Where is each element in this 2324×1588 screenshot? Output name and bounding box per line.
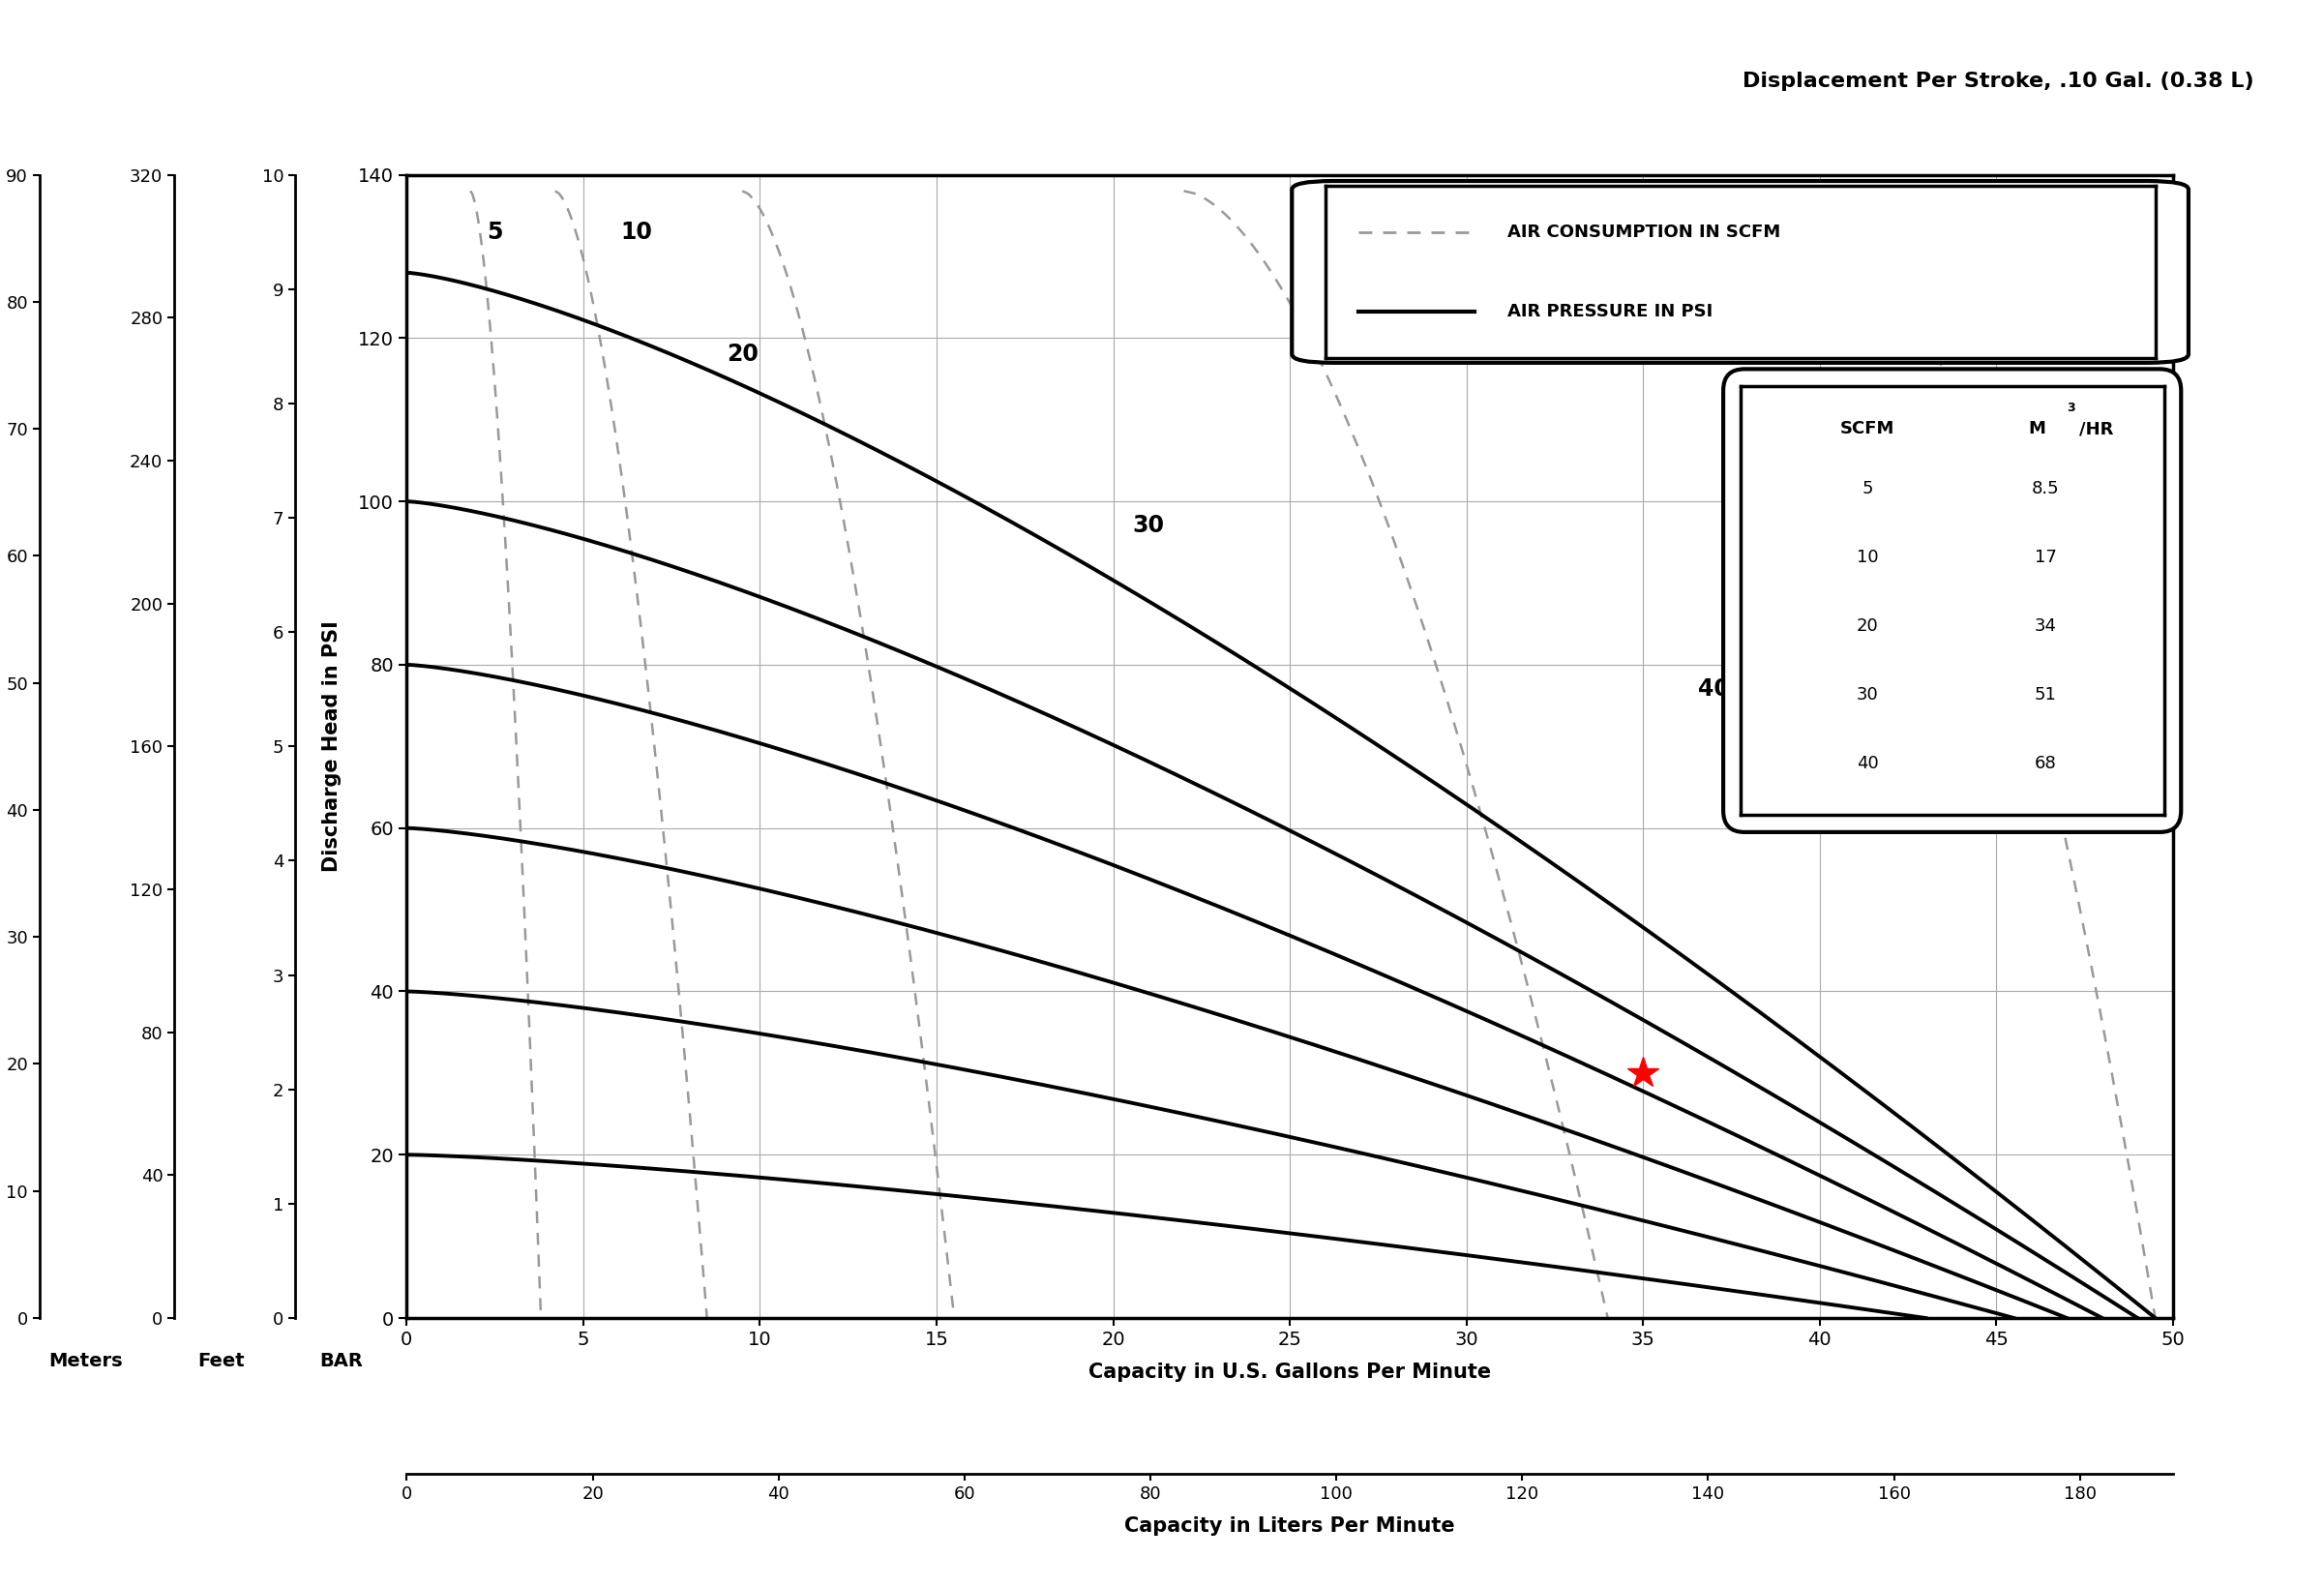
Text: BAR: BAR [321,1353,363,1370]
Text: 17: 17 [2034,549,2057,567]
Text: 40: 40 [1699,678,1729,700]
Text: M: M [2029,421,2045,438]
Text: 8.5: 8.5 [2031,481,2059,497]
Text: 51: 51 [2034,686,2057,703]
X-axis label: Capacity in Liters Per Minute: Capacity in Liters Per Minute [1125,1517,1455,1536]
Text: 20: 20 [1857,618,1878,635]
Text: Feet: Feet [198,1353,244,1370]
Text: 3: 3 [2066,402,2075,414]
Text: Displacement Per Stroke, .10 Gal. (0.38 L): Displacement Per Stroke, .10 Gal. (0.38 … [1743,71,2254,91]
Text: 5: 5 [1862,481,1873,497]
Text: AIR CONSUMPTION IN SCFM: AIR CONSUMPTION IN SCFM [1508,224,1780,241]
Text: /HR: /HR [2080,421,2113,438]
FancyBboxPatch shape [1292,181,2189,362]
Y-axis label: Discharge Head in PSI: Discharge Head in PSI [323,621,342,872]
Text: SCFM: SCFM [1841,421,1894,438]
Text: Meters: Meters [49,1353,123,1370]
Text: 30: 30 [1857,686,1878,703]
Text: 20: 20 [727,343,758,365]
FancyBboxPatch shape [1724,368,2180,832]
X-axis label: Capacity in U.S. Gallons Per Minute: Capacity in U.S. Gallons Per Minute [1088,1363,1492,1382]
Text: 30: 30 [1132,515,1164,537]
Text: 10: 10 [1857,549,1878,567]
Text: 5: 5 [488,221,502,243]
Text: 68: 68 [2034,754,2057,772]
Text: 40: 40 [1857,754,1878,772]
Text: 10: 10 [621,221,653,243]
Text: 34: 34 [2034,618,2057,635]
Text: AIR PRESSURE IN PSI: AIR PRESSURE IN PSI [1508,303,1713,321]
